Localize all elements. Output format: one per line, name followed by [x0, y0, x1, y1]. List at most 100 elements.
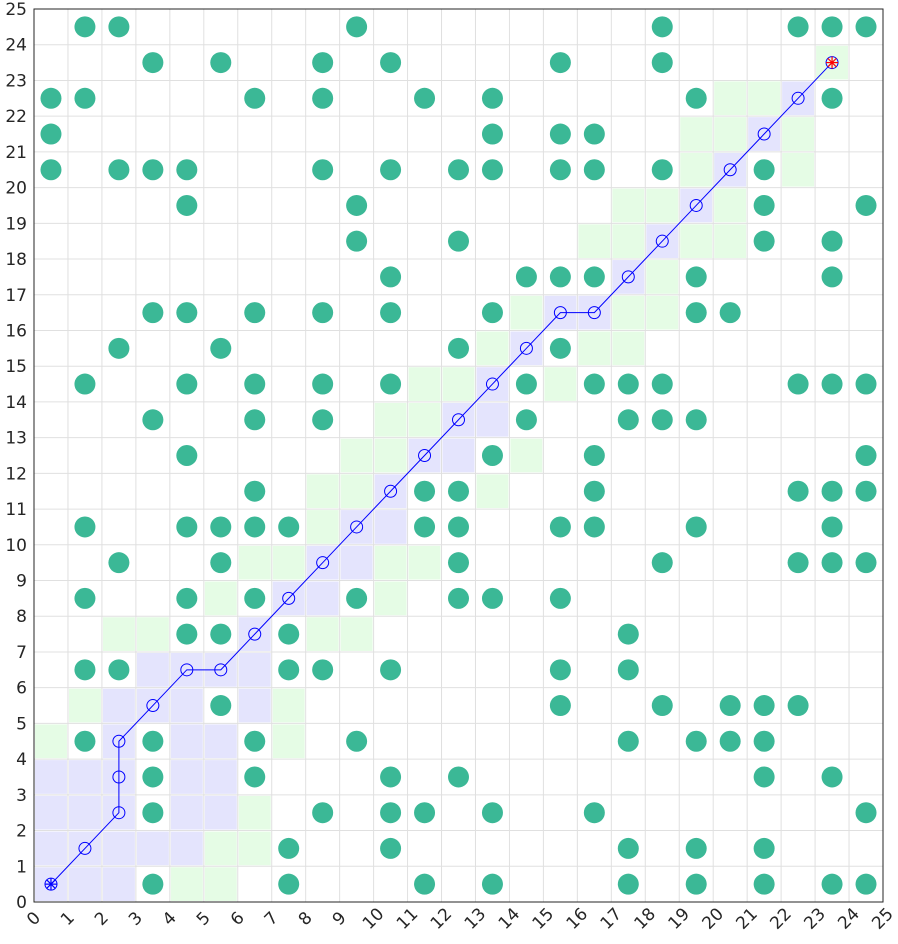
obstacle-point [855, 194, 877, 216]
obstacle-point [583, 123, 605, 145]
obstacle-point [787, 552, 809, 574]
obstacle-point [617, 623, 639, 645]
frontier-cell [442, 367, 475, 401]
frontier-cell [782, 117, 815, 151]
obstacle-point [380, 302, 402, 324]
frontier-cell [340, 438, 373, 473]
obstacle-point [448, 480, 469, 502]
obstacle-point [176, 194, 198, 216]
path-waypoint [587, 306, 601, 320]
obstacle-point [210, 695, 232, 717]
y-tick-label: 0 [16, 893, 27, 913]
path-waypoint [621, 270, 635, 284]
obstacle-point [549, 337, 571, 359]
visited-cell [442, 438, 475, 473]
obstacle-point [244, 373, 266, 395]
obstacle-point [617, 873, 639, 895]
obstacle-point [108, 552, 130, 574]
obstacle-point [821, 373, 843, 395]
obstacle-point [312, 159, 334, 181]
frontier-cell [340, 474, 373, 509]
frontier-cell [612, 331, 645, 366]
y-tick-label: 8 [16, 607, 27, 627]
frontier-cell [136, 617, 169, 651]
obstacle-point [414, 873, 436, 895]
visited-cell [476, 402, 509, 437]
obstacle-point [108, 159, 130, 181]
y-tick-label: 6 [16, 679, 27, 699]
obstacle-point [176, 516, 198, 538]
obstacle-point [855, 16, 877, 38]
frontier-cell [272, 545, 305, 580]
obstacle-point [108, 337, 130, 359]
obstacle-point [481, 302, 503, 324]
frontier-cell [408, 402, 441, 437]
y-tick-label: 14 [5, 393, 27, 413]
frontier-cell [510, 438, 543, 473]
obstacle-point [753, 194, 775, 216]
obstacle-point [481, 873, 503, 895]
frontier-cell [680, 152, 713, 187]
frontier-cell [782, 152, 815, 187]
obstacle-point [346, 194, 368, 216]
obstacle-point [753, 766, 775, 788]
obstacle-point [821, 516, 843, 538]
obstacle-point [142, 52, 164, 74]
obstacle-point [176, 373, 198, 395]
obstacle-point [821, 552, 843, 574]
obstacle-point [685, 87, 707, 109]
obstacle-point [448, 552, 469, 574]
obstacle-point [753, 730, 775, 752]
obstacle-point [617, 837, 639, 859]
obstacle-point [244, 302, 266, 324]
visited-cell [306, 581, 339, 616]
frontier-cell [578, 331, 611, 366]
path-waypoint [384, 484, 398, 498]
obstacle-point [481, 445, 503, 466]
frontier-cell [340, 617, 373, 651]
obstacle-point [583, 802, 605, 824]
obstacle-point [583, 516, 605, 538]
obstacle-point [583, 159, 605, 181]
path-waypoint [112, 806, 126, 820]
obstacle-point [74, 373, 96, 395]
obstacle-point [821, 266, 843, 288]
path-waypoint [214, 663, 228, 677]
path-waypoint [282, 591, 296, 605]
obstacle-point [176, 159, 198, 181]
obstacle-point [40, 87, 62, 109]
y-tick-label: 9 [16, 572, 27, 592]
obstacle-point [74, 587, 96, 609]
obstacle-point [380, 266, 402, 288]
obstacle-point [617, 659, 639, 681]
obstacle-point [244, 587, 266, 609]
visited-cell [170, 760, 203, 794]
path-waypoint [791, 91, 805, 105]
frontier-cell [170, 867, 203, 901]
y-tick-label: 24 [5, 36, 27, 56]
obstacle-point [210, 623, 232, 645]
obstacle-point [108, 16, 130, 38]
y-tick-label: 11 [5, 500, 27, 520]
obstacle-point [481, 123, 503, 145]
obstacle-point [380, 373, 402, 395]
path-waypoint [316, 556, 330, 570]
obstacle-point [380, 766, 402, 788]
path-waypoint [689, 198, 703, 212]
frontier-cell [714, 224, 747, 259]
obstacle-point [549, 516, 571, 538]
obstacle-point [278, 873, 300, 895]
obstacle-point [346, 730, 368, 752]
path-waypoint [112, 770, 126, 784]
frontier-cell [35, 724, 67, 759]
obstacle-point [74, 16, 96, 38]
frontier-cell [680, 224, 713, 259]
frontier-cell [680, 117, 713, 151]
visited-cell [136, 831, 169, 866]
obstacle-point [719, 730, 741, 752]
visited-cell [170, 724, 203, 759]
visited-cell [68, 760, 101, 794]
obstacle-point [549, 159, 571, 181]
obstacle-point [685, 266, 707, 288]
obstacle-point [448, 516, 469, 538]
